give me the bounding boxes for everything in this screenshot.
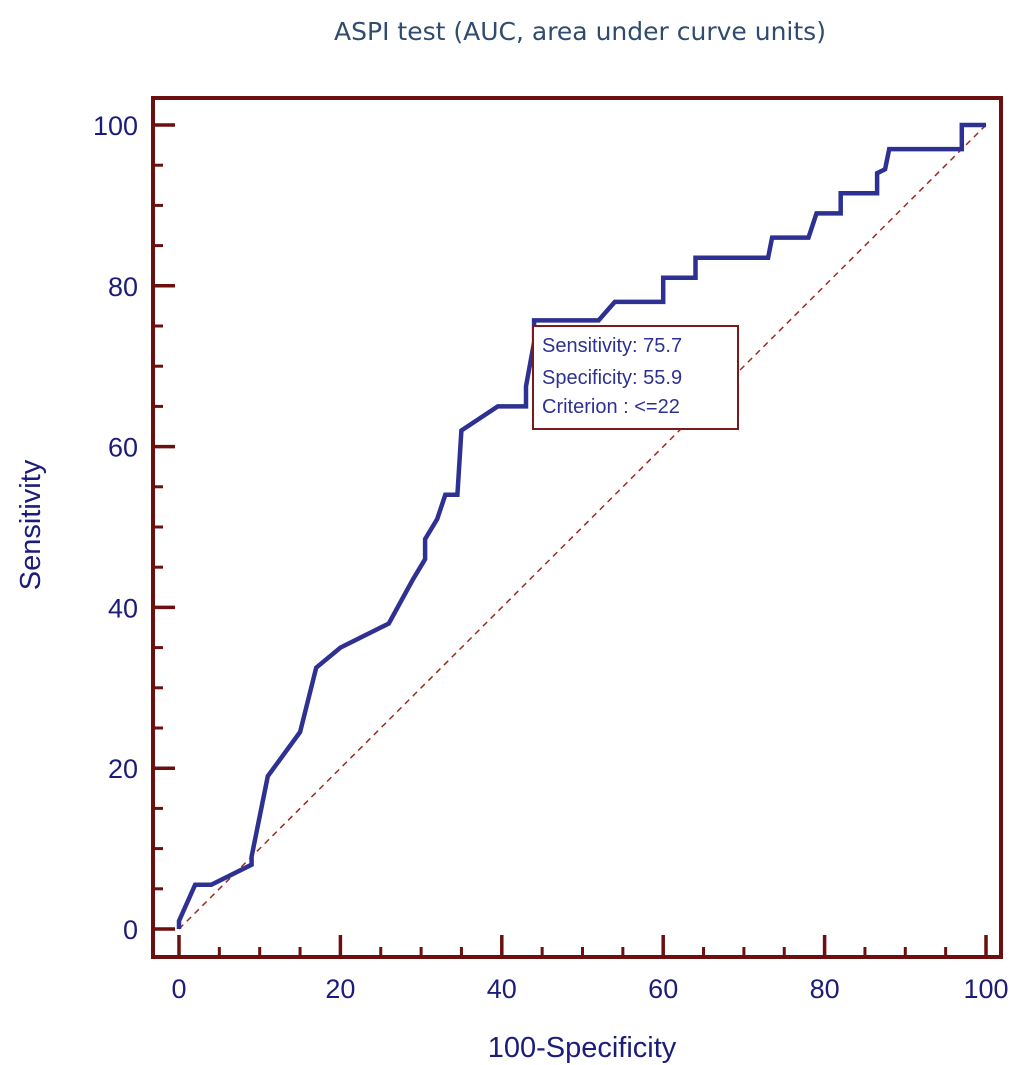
y-tick-label: 40 <box>108 593 138 623</box>
diagonal-reference-line <box>178 124 987 930</box>
annotation-sensitivity: Sensitivity: 75.7 <box>542 335 682 357</box>
y-tick-label: 60 <box>108 433 138 463</box>
x-tick-label: 100 <box>963 974 1008 1004</box>
minor-ticks <box>153 163 948 957</box>
x-tick-label: 20 <box>325 974 355 1004</box>
annotation-specificity: Specificity: 55.9 <box>542 367 682 389</box>
y-tick-label: 0 <box>123 915 138 945</box>
x-tick-label: 80 <box>810 974 840 1004</box>
x-tick-label: 60 <box>648 974 678 1004</box>
x-axis-label: 100-Specificity <box>488 1032 677 1064</box>
annotation-frame <box>532 325 739 430</box>
y-axis-label: Sensitivity <box>15 459 47 590</box>
x-tick-label: 0 <box>171 974 186 1004</box>
major-ticks <box>153 123 988 957</box>
x-tick-label: 40 <box>487 974 517 1004</box>
y-tick-label: 20 <box>108 754 138 784</box>
criterion-annotation: Sensitivity: 75.7 Specificity: 55.9 Crit… <box>532 325 739 430</box>
chart-title: ASPI test (AUC, area under curve units) <box>334 17 826 46</box>
plot-frame <box>151 96 1003 959</box>
roc-curve <box>176 122 986 929</box>
annotation-criterion: Criterion : <=22 <box>542 396 680 418</box>
y-tick-labels: 0 20 40 60 80 100 <box>93 111 138 945</box>
y-tick-label: 80 <box>108 272 138 302</box>
y-tick-label: 100 <box>93 111 138 141</box>
x-tick-labels: 0 20 40 60 80 100 <box>171 974 1008 1004</box>
